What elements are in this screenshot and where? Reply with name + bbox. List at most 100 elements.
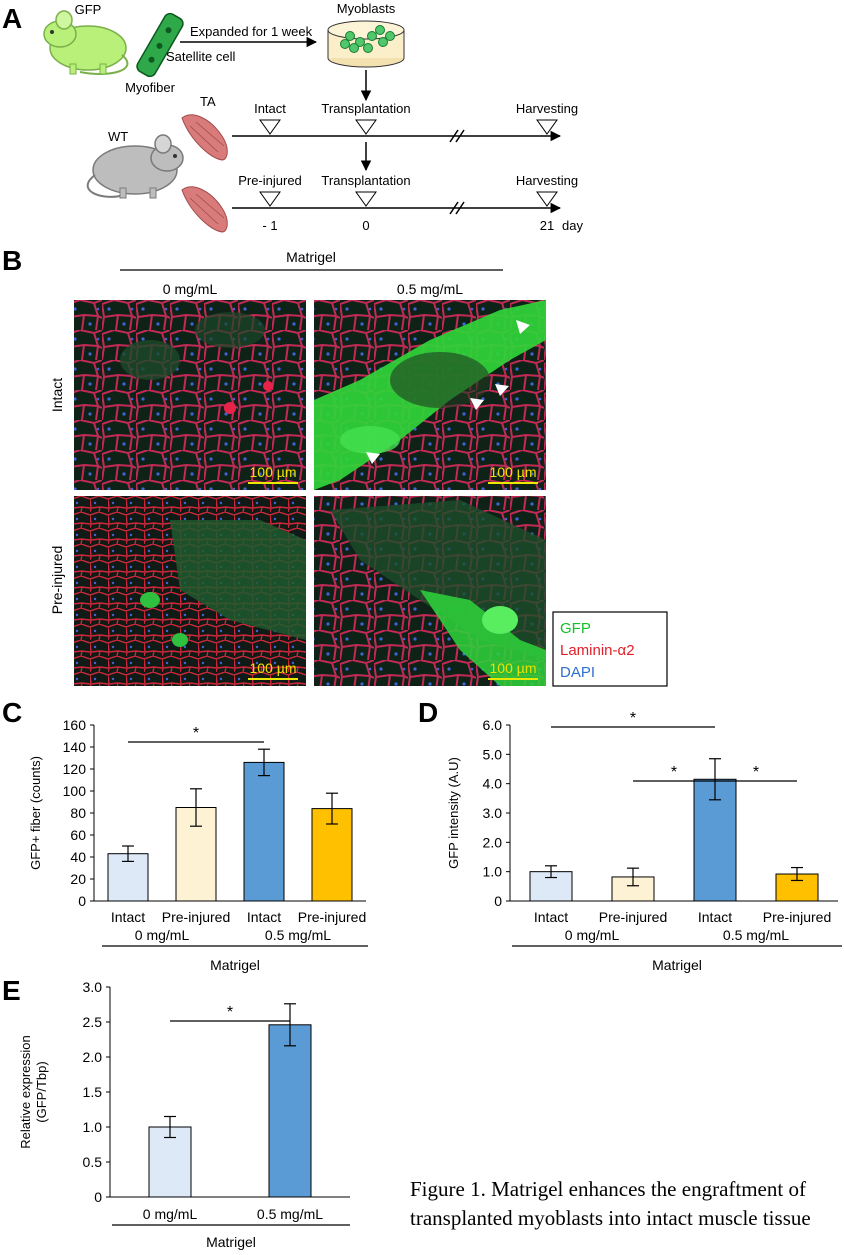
col1-label: 0 mg/mL: [163, 281, 218, 297]
category-label: Intact: [247, 909, 281, 925]
timepoint-marker: [536, 191, 558, 207]
micrograph-preinjured-0: 100 µm: [74, 496, 306, 686]
y-tick-label: 1.0: [83, 1119, 103, 1135]
ta-muscle-icon-2: [181, 186, 228, 233]
y-tick-label: 100: [63, 783, 87, 799]
chart-d: 0 1.0 2.0 3.0 4.0 5.0 6.0 GFP intensity (A.U) In…: [446, 710, 842, 973]
scale-bar-label: 100 µm: [250, 464, 297, 480]
y-tick-label: 0: [94, 1189, 102, 1205]
satellite-cell-label: Satellite cell: [166, 49, 235, 64]
significance-star: *: [671, 764, 677, 781]
figure-caption: Figure 1. Matrigel enhances the engraftm…: [410, 1175, 840, 1233]
y-tick-label: 1.0: [483, 864, 503, 880]
category-label: Pre-injured: [763, 909, 831, 925]
matrigel-label: Matrigel: [206, 1234, 256, 1250]
y-axis-label: GFP intensity (A.U): [446, 757, 461, 869]
category-label: Intact: [698, 909, 732, 925]
bar: [148, 1126, 192, 1198]
timepoint-marker: [259, 191, 281, 207]
group-label: 0.5 mg/mL: [265, 927, 331, 943]
row2-mid-label: Transplantation: [321, 173, 410, 188]
stain-legend: GFP Laminin-α2 DAPI: [552, 611, 668, 687]
significance-star: *: [630, 710, 636, 727]
arrowhead-markers: [366, 320, 530, 464]
significance-star: *: [193, 725, 199, 742]
panel-letter-c: C: [2, 697, 22, 728]
y-tick-label: 40: [70, 849, 86, 865]
y-tick-label: 6.0: [483, 717, 503, 733]
micrograph-intact-0: 100 µm: [74, 300, 306, 490]
category-label: Intact: [111, 909, 145, 925]
myoblasts-label: Myoblasts: [337, 1, 396, 16]
row1-start-label: Intact: [254, 101, 286, 116]
y-tick-label: 2.0: [83, 1049, 103, 1065]
micrograph-preinjured-05: 100 µm: [314, 496, 546, 686]
y-tick-label: 3.0: [483, 805, 503, 821]
y-tick-label: 1.5: [83, 1084, 103, 1100]
category-label: Pre-injured: [298, 909, 366, 925]
myofiber-label: Myofiber: [125, 80, 176, 95]
day-unit-label: day: [562, 218, 583, 233]
gfp-mouse-label: GFP: [75, 2, 102, 17]
legend-dapi: DAPI: [560, 664, 595, 681]
category-label: Pre-injured: [162, 909, 230, 925]
significance-star: *: [227, 1004, 233, 1021]
y-axis-label-2: (GFP/Tbp): [34, 1061, 49, 1122]
y-tick-label: 160: [63, 717, 87, 733]
row2-label: Pre-injured: [49, 546, 65, 614]
chart-c: 0 20 40 60 80 100 120 140 160 GFP+ fiber (counts)…: [28, 717, 368, 973]
timepoint-marker: [536, 119, 558, 135]
timepoint-marker: [355, 191, 377, 207]
row2-start-label: Pre-injured: [238, 173, 302, 188]
col2-label: 0.5 mg/mL: [397, 281, 463, 297]
caption-line-2: transplanted myoblasts into intact muscl…: [410, 1206, 811, 1230]
legend-laminin: Laminin-α2: [560, 642, 635, 659]
category-label: 0.5 mg/mL: [257, 1206, 323, 1222]
group-label: 0 mg/mL: [565, 927, 620, 943]
panel-letter-b: B: [2, 245, 22, 276]
y-tick-label: 0.5: [83, 1154, 103, 1170]
group-label: 0 mg/mL: [135, 927, 190, 943]
panel-letter-e: E: [2, 975, 21, 1006]
row1-end-label: Harvesting: [516, 101, 578, 116]
ta-label: TA: [200, 94, 216, 109]
y-tick-label: 140: [63, 739, 87, 755]
y-tick-label: 5.0: [483, 746, 503, 762]
chart-e: 0 0.5 1.0 1.5 2.0 2.5 3.0 Relative expression (G…: [18, 979, 350, 1250]
panel-letter-a: A: [2, 3, 22, 34]
category-label: 0 mg/mL: [143, 1206, 198, 1222]
day-0-label: 0: [362, 218, 369, 233]
culture-dish-icon: [327, 20, 405, 68]
scale-bar-label: 100 µm: [490, 464, 537, 480]
category-label: Intact: [534, 909, 568, 925]
y-axis-label: Relative expression: [18, 1035, 33, 1148]
y-tick-label: 2.5: [83, 1014, 103, 1030]
matrigel-label: Matrigel: [210, 957, 260, 973]
bar: [268, 1024, 312, 1198]
axis-break: [449, 201, 459, 215]
y-tick-label: 20: [70, 871, 86, 887]
y-tick-label: 0: [494, 893, 502, 909]
axis-break: [455, 201, 465, 215]
y-tick-label: 2.0: [483, 834, 503, 850]
gfp-mouse-icon: [43, 10, 129, 75]
axis-break: [449, 129, 459, 143]
matrigel-label: Matrigel: [652, 957, 702, 973]
category-label: Pre-injured: [599, 909, 667, 925]
day-minus1-label: - 1: [262, 218, 277, 233]
bar: [243, 761, 285, 902]
y-tick-label: 80: [70, 805, 86, 821]
y-tick-label: 60: [70, 827, 86, 843]
significance-star: *: [753, 764, 759, 781]
day-21-label: 21: [540, 218, 554, 233]
group-label: 0.5 mg/mL: [723, 927, 789, 943]
scale-bar-label: 100 µm: [250, 660, 297, 676]
axis-break: [455, 129, 465, 143]
wt-mouse-icon: [86, 134, 184, 199]
panel-letter-d: D: [418, 697, 438, 728]
row1-label: Intact: [49, 378, 65, 412]
y-tick-label: 120: [63, 761, 87, 777]
micrograph-intact-05: 100 µm: [314, 300, 546, 490]
caption-line-1: Figure 1. Matrigel enhances the engraftm…: [410, 1177, 806, 1201]
